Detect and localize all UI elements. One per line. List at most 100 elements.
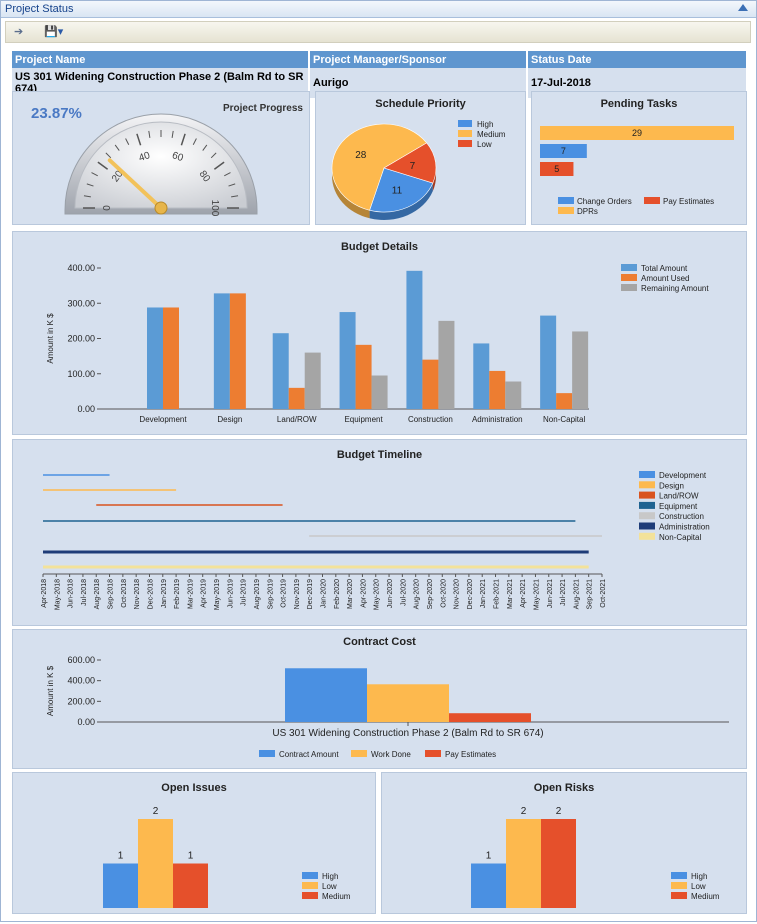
x-tick-label-feb-2021: Feb-2021 [494, 579, 501, 609]
x-tick-label-development: Development [139, 415, 187, 424]
legend-label-low: Low [322, 882, 337, 891]
gauge-tick [192, 138, 197, 145]
x-tick-label-mar-2021: Mar-2021 [507, 579, 514, 609]
legend-swatch-work-done [351, 750, 367, 757]
gauge-tick [210, 152, 217, 159]
legend-label-low: Low [477, 140, 492, 149]
legend-swatch-amount-used [621, 274, 637, 281]
y-tick-label-400-00: 400.00 [67, 263, 95, 273]
open-risks-title: Open Risks [533, 782, 595, 794]
x-tick-label-oct-2020: Oct-2020 [440, 579, 447, 608]
x-tick-label-land-row: Land/ROW [277, 415, 317, 424]
bar-administration-remaining-amount [505, 381, 522, 409]
x-tick-label-may-2019: May-2019 [214, 579, 221, 610]
bar-construction-amount-used [422, 359, 439, 409]
y-tick-label-100-00: 100.00 [67, 369, 95, 379]
budget-details-title: Budget Details [340, 241, 418, 253]
bar-low [138, 819, 173, 908]
bar-label-pay-estimates: 5 [554, 164, 559, 174]
bar-high [103, 863, 138, 908]
x-tick-label-jul-2021: Jul-2021 [560, 579, 567, 606]
y-axis-label: Amount in K $ [46, 313, 55, 364]
x-tick-label-sep-2018: Sep-2018 [108, 579, 115, 609]
bar-development-amount-used [163, 307, 179, 409]
legend-swatch-land-row [639, 491, 655, 499]
x-tick-label-oct-2018: Oct-2018 [121, 579, 128, 608]
gauge-face [74, 121, 248, 209]
pending-tasks-chart: 29 75 Change Orders Pay Estimates DPRs [540, 126, 734, 216]
gauge-title: Project Progress [223, 103, 303, 114]
bar-non-capital-remaining-amount [572, 331, 589, 409]
x-tick-label-mar-2019: Mar-2019 [187, 579, 194, 609]
y-tick-label-300-00: 300.00 [67, 298, 95, 308]
schedule-priority-panel: Schedule Priority 11 28 7 High Medium Low [315, 91, 526, 225]
legend-label-administration: Administration [659, 523, 710, 532]
gauge-tick [171, 130, 174, 138]
legend-label-pay-estimates: Pay Estimates [663, 197, 714, 206]
x-tick-label-jun-2018: Jun-2018 [68, 579, 75, 608]
save-dropdown-icon[interactable]: 💾▾ [44, 26, 64, 38]
x-tick-label-administration: Administration [472, 415, 523, 424]
gauge-tick [91, 172, 98, 177]
gauge-tick-label-40: 40 [137, 150, 151, 164]
toolbar: ➔ 💾▾ [5, 21, 751, 43]
project-name-header: Project Name [12, 51, 310, 68]
legend-swatch-low [458, 140, 472, 147]
x-tick-label-jun-2020: Jun-2020 [387, 579, 394, 608]
bar-administration-total-amount [473, 343, 490, 409]
gauge-tick [213, 161, 225, 170]
budget-details-panel: Budget Details 0.00 100.00 200.00 300.00 400… [12, 231, 747, 435]
legend-swatch-high [302, 872, 318, 879]
back-arrow-icon[interactable]: ➔ [14, 26, 24, 38]
bar-development-total-amount [147, 307, 163, 409]
bar-construction-remaining-amount [438, 320, 455, 409]
legend-label-low: Low [691, 882, 706, 891]
x-tick-label-oct-2021: Oct-2021 [600, 579, 607, 608]
legend-swatch-development [639, 471, 655, 478]
legend-label-total-amount: Total Amount [641, 264, 688, 273]
open-issues-title: Open Issues [161, 782, 227, 794]
y-tick-label-0-00: 0.00 [77, 404, 95, 414]
x-tick-label-may-2018: May-2018 [54, 579, 61, 610]
legend-label-design: Design [659, 481, 684, 490]
x-tick-label-apr-2019: Apr-2019 [201, 579, 208, 608]
pie-label-low: 7 [410, 161, 416, 172]
legend-swatch-medium [458, 130, 472, 137]
bar-land-row-remaining-amount [304, 352, 321, 409]
bar-pay-estimates [540, 162, 574, 176]
legend-label-remaining-amount: Remaining Amount [641, 284, 709, 293]
collapse-icon[interactable] [738, 4, 748, 11]
bar-land-row-amount-used [288, 387, 305, 409]
pending-tasks-panel: Pending Tasks 29 7 5 Change Orders Pay Estim… [531, 91, 747, 225]
legend-swatch-pay-estimates [644, 197, 660, 204]
legend-label-non-capital: Non-Capital [659, 533, 701, 542]
legend-label-high: High [477, 120, 493, 129]
bar-administration-amount-used [489, 370, 506, 409]
legend-label-dprs: DPRs [577, 207, 598, 216]
y-tick-label-200-00: 200.00 [67, 696, 95, 706]
gauge-tick [136, 133, 142, 146]
bar-design-total-amount [213, 293, 230, 409]
legend-swatch-design [639, 481, 655, 489]
x-tick-label-may-2021: May-2021 [533, 579, 540, 610]
x-tick-label-dec-2018: Dec-2018 [147, 579, 154, 609]
gauge-tick-label-0: 0 [102, 205, 113, 211]
x-tick-label-equipment: Equipment [344, 415, 383, 424]
bar-label-dprs: 29 [632, 128, 642, 138]
bar-contract-amount [285, 668, 367, 722]
budget-timeline-chart: Apr-2018 May-2018 Jun-2018 Jul-2018 Aug-2018… [41, 471, 710, 610]
bar-label-low: 2 [153, 806, 159, 817]
legend-swatch-total-amount [621, 264, 637, 271]
legend-swatch-equipment [639, 501, 655, 509]
bar-label-medium: 2 [556, 806, 562, 817]
legend-label-work-done: Work Done [371, 750, 411, 759]
legend-swatch-high [458, 120, 472, 127]
status-date-header: Status Date [527, 51, 748, 68]
bar-equipment-amount-used [355, 344, 372, 409]
y-axis-label: Amount in K $ [46, 665, 55, 716]
x-tick-label-jun-2021: Jun-2021 [547, 579, 554, 608]
